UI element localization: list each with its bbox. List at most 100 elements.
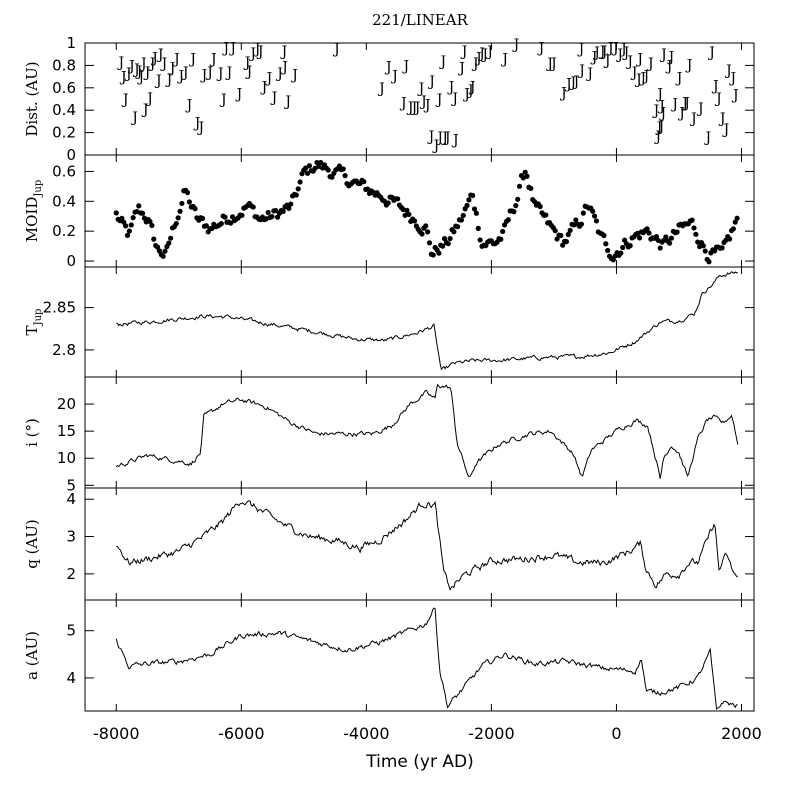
moid-point — [151, 236, 157, 242]
close-approach-marker: J — [196, 120, 204, 136]
panel-frame — [84, 376, 755, 489]
close-approach-marker: J — [722, 122, 730, 138]
moid-point — [563, 239, 570, 245]
moid-point — [565, 231, 571, 238]
moid-point — [139, 210, 146, 216]
close-approach-marker: J — [148, 56, 156, 72]
close-approach-marker: J — [228, 40, 236, 56]
moid-point — [175, 215, 181, 221]
close-approach-marker: J — [704, 130, 712, 146]
moid-point — [603, 241, 609, 247]
close-approach-marker: J — [696, 101, 704, 117]
panel-5: 2 3 4 q (AU) — [23, 487, 755, 601]
moid-point — [674, 229, 680, 235]
close-approach-marker: J — [143, 65, 151, 81]
moid-point — [552, 228, 558, 234]
close-approach-marker: J — [332, 42, 340, 58]
moid-point — [297, 179, 303, 185]
moid-point — [636, 235, 643, 241]
close-approach-marker: J — [253, 42, 261, 58]
moid-point — [573, 217, 579, 223]
moid-point — [184, 189, 191, 196]
close-approach-marker: J — [460, 44, 468, 60]
moid-point — [199, 215, 206, 221]
close-approach-marker: J — [724, 63, 732, 79]
close-approach-marker: J — [657, 99, 665, 115]
moid-point — [265, 209, 271, 216]
y-tick-label: 3 — [66, 528, 76, 546]
close-approach-marker: J — [438, 54, 446, 70]
series-line — [116, 500, 738, 591]
close-approach-marker: J — [283, 94, 291, 110]
close-approach-marker: J — [537, 40, 545, 56]
close-approach-marker: J — [270, 90, 278, 106]
close-approach-marker: J — [677, 105, 685, 121]
close-approach-marker: J — [130, 110, 138, 126]
moid-point — [274, 214, 281, 220]
moid-point — [610, 257, 616, 263]
x-axis: -8000 -6000 -4000 -2000 0 2000 — [93, 724, 762, 743]
close-approach-marker: J — [290, 67, 298, 83]
close-approach-marker: J — [568, 75, 576, 91]
moid-point — [464, 202, 470, 209]
y-axis-label: MOIDJup — [23, 180, 44, 242]
close-approach-marker: J — [466, 83, 474, 99]
moid-point — [222, 214, 228, 220]
moid-point — [458, 217, 464, 223]
moid-point — [475, 225, 481, 231]
moid-point — [288, 201, 294, 207]
moid-point — [627, 243, 633, 249]
close-approach-marker: J — [680, 95, 688, 111]
close-approach-marker: J — [639, 71, 647, 87]
y-tick-label: 5 — [66, 476, 76, 494]
close-approach-marker: J — [225, 65, 233, 81]
close-approach-marker: J — [729, 71, 737, 87]
close-approach-marker: J — [156, 47, 164, 63]
moid-point — [505, 217, 511, 223]
moid-point — [580, 210, 586, 216]
y-tick-label: 0.2 — [52, 222, 76, 240]
moid-point — [732, 219, 738, 225]
y-axis-label: i (°) — [23, 418, 41, 447]
y-tick-label: 4 — [66, 669, 76, 687]
y-tick-label: 0.8 — [52, 56, 76, 74]
close-approach-marker: J — [427, 74, 435, 90]
close-approach-marker: J — [384, 60, 392, 76]
close-approach-marker: J — [141, 102, 149, 118]
close-approach-marker: J — [256, 44, 264, 60]
close-approach-marker: J — [432, 138, 440, 154]
moid-point — [618, 250, 624, 256]
moid-point — [239, 212, 245, 218]
close-approach-marker: J — [154, 73, 162, 89]
y-tick-label: 20 — [57, 395, 76, 413]
moid-point — [325, 167, 331, 173]
close-approach-marker: J — [572, 74, 580, 90]
x-tick-label: 0 — [611, 724, 621, 743]
moid-point — [601, 232, 607, 239]
y-tick-label: 2.8 — [52, 341, 76, 359]
close-approach-marker: J — [160, 56, 168, 72]
close-approach-marker: J — [655, 86, 663, 102]
moid-point — [440, 243, 446, 249]
moid-point — [528, 185, 534, 192]
moid-point — [124, 232, 131, 239]
series-line — [115, 607, 738, 711]
moid-point — [113, 210, 119, 216]
close-approach-marker: J — [500, 52, 508, 68]
close-approach-marker: J — [577, 63, 585, 79]
moid-point — [516, 183, 523, 189]
moid-point — [395, 196, 401, 202]
moid-point — [361, 179, 367, 185]
y-tick-label: 1 — [66, 34, 76, 52]
close-approach-marker: J — [707, 45, 715, 61]
moid-point — [567, 227, 573, 233]
close-approach-marker: J — [280, 60, 288, 76]
close-approach-marker: J — [172, 52, 180, 68]
x-tick-label: 2000 — [721, 724, 762, 743]
close-approach-marker: J — [654, 129, 662, 145]
close-approach-marker: J — [245, 64, 253, 80]
close-approach-marker: J — [135, 64, 143, 80]
moid-point — [644, 226, 650, 232]
moid-point — [657, 245, 663, 251]
